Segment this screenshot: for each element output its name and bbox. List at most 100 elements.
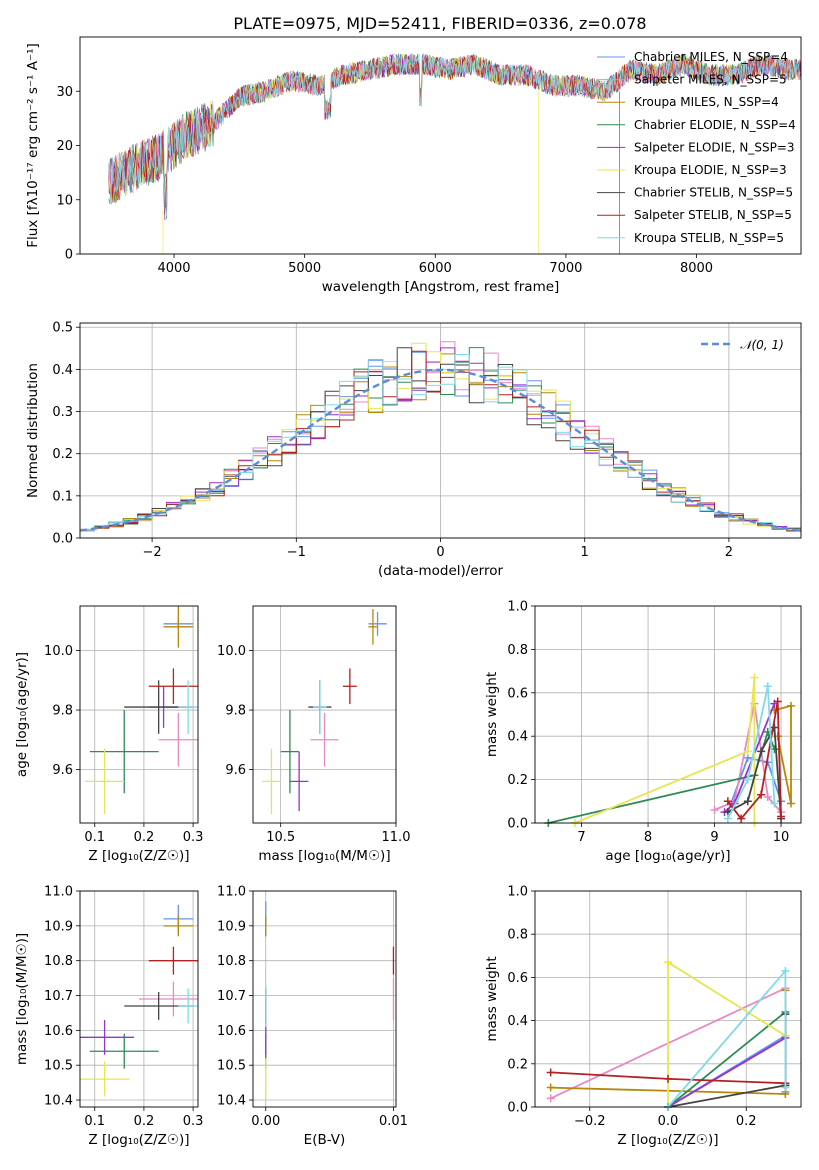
- y-tick-label: 0.4: [507, 730, 528, 745]
- x-tick-label: 1: [581, 545, 589, 560]
- y-tick-label: 0.0: [507, 1101, 528, 1116]
- axes-frame: [79, 322, 802, 539]
- y-axis-label: age [log₁₀(age/yr)]: [14, 652, 30, 777]
- weight-marker-1: [763, 792, 772, 801]
- weight-marker-8: [723, 814, 732, 823]
- x-tick-label: 0.3: [183, 830, 204, 845]
- x-tick-label: 0.01: [379, 1114, 408, 1129]
- x-tick-label: 0: [436, 545, 444, 560]
- x-tick-label: 11.0: [382, 830, 411, 845]
- y-tick-label: 0.3: [52, 405, 73, 420]
- legend-entry: Salpeter STELIB, N_SSP=5: [634, 208, 792, 222]
- x-axis-label: E(B-V): [304, 1132, 346, 1148]
- y-tick-label: 20: [56, 139, 73, 154]
- x-tick-label: 10.5: [266, 830, 295, 845]
- y-tick-label: 0.5: [52, 321, 73, 336]
- weight-marker-8: [763, 682, 772, 691]
- y-axis-label: Flux [fλ10⁻¹⁷ erg cm⁻² s⁻¹ A⁻¹]: [25, 43, 41, 248]
- weight-marker-1: [710, 805, 719, 814]
- y-tick-label: 0.4: [52, 363, 73, 378]
- y-tick-label: 9.6: [52, 763, 73, 778]
- x-tick-label: 7: [577, 830, 585, 845]
- x-axis-label: age [log₁₀(age/yr)]: [605, 848, 730, 864]
- x-axis-label: mass [log₁₀(M/M☉)]: [258, 848, 390, 864]
- x-tick-label: 2: [725, 545, 733, 560]
- weight-marker-6: [757, 747, 766, 756]
- x-tick-label: −1: [287, 545, 306, 560]
- y-tick-label: 0.6: [507, 971, 528, 986]
- weight-marker-5: [664, 958, 672, 967]
- weight-marker-7: [777, 812, 786, 821]
- age-vs-mass-panel: 10.5 11.0 9.6 9.8 10.0 mass [log₁₀(M/M☉)]: [217, 605, 411, 864]
- x-tick-label: 8: [644, 830, 652, 845]
- x-axis-label: Z [log₁₀(Z/Z☉)]: [88, 848, 189, 864]
- y-tick-label: 0.1: [52, 489, 73, 504]
- legend-entry: 𝒩(0, 1): [740, 338, 784, 352]
- spectrum-title: PLATE=0975, MJD=52411, FIBERID=0336, z=0…: [233, 14, 646, 33]
- x-tick-label: 8000: [680, 261, 713, 276]
- x-tick-label: −0.2: [574, 1114, 606, 1129]
- legend-entry: Chabrier ELODIE, N_SSP=4: [634, 118, 796, 132]
- legend-entry: Kroupa MILES, N_SSP=4: [634, 95, 779, 109]
- weight-marker-2: [787, 701, 796, 710]
- weight-vs-age-panel: 7 8 9 10 0.0 0.2 0.4 0.6 0.8 1.0 age [log₁₀(age/yr…: [484, 600, 802, 864]
- y-tick-label: 10.9: [44, 919, 73, 934]
- series-group: [544, 673, 796, 827]
- legend-entry: Chabrier STELIB, N_SSP=5: [634, 186, 793, 200]
- legend-entry: Kroupa STELIB, N_SSP=5: [634, 231, 784, 245]
- y-tick-label: 0.6: [507, 686, 528, 701]
- x-tick-label: 0.1: [84, 1114, 105, 1129]
- weight-marker-8: [781, 1083, 790, 1092]
- errorbar-group: [262, 608, 387, 815]
- x-tick-label: 0.00: [251, 1114, 280, 1129]
- residual-histogram-panel: −2 −1 0 1 2 0.0 0.1 0.2 0.3 0.4 0.5 (data-model)/er…: [25, 321, 802, 579]
- weight-marker-5: [750, 673, 759, 682]
- y-tick-label: 0.0: [507, 817, 528, 832]
- histogram-series-8: [80, 354, 801, 532]
- x-axis-label: Z [log₁₀(Z/Z☉)]: [88, 1132, 189, 1148]
- y-tick-label: 10.4: [44, 1094, 73, 1109]
- histogram-series-5: [80, 342, 801, 530]
- weight-marker-7: [546, 1068, 555, 1077]
- weight-series-2: [774, 704, 792, 804]
- y-tick-label: 0.2: [507, 773, 528, 788]
- spectrum-panel: 4000 5000 6000 7000 8000 0 10 20 30 wavelength [A…: [25, 36, 802, 295]
- y-tick-label: 10.5: [44, 1059, 73, 1074]
- axes-frame: [252, 605, 397, 824]
- y-tick-label: 1.0: [507, 600, 528, 615]
- errorbar-group: [80, 904, 198, 1097]
- weight-series-4: [667, 1037, 786, 1108]
- x-tick-label: 4000: [157, 261, 190, 276]
- y-axis-label: mass weight: [484, 672, 500, 757]
- weight-marker-1: [546, 1094, 555, 1103]
- y-tick-label: 0.8: [507, 643, 528, 658]
- y-tick-label: 9.6: [225, 763, 246, 778]
- y-tick-label: 30: [56, 85, 73, 100]
- axes-frame: [79, 605, 199, 824]
- y-tick-label: 11.0: [217, 885, 246, 900]
- weight-marker-7: [737, 814, 746, 823]
- x-tick-label: 5000: [288, 261, 321, 276]
- x-tick-label: 0.3: [183, 1114, 204, 1129]
- x-tick-label: 0.2: [134, 1114, 155, 1129]
- mass-vs-metallicity-panel: 0.1 0.2 0.3 10.4 10.5 10.6 10.7 10.8 10.9 11.0 Z […: [14, 885, 204, 1149]
- y-axis-label: mass [log₁₀(M/M☉)]: [14, 933, 30, 1065]
- axes-frame: [79, 36, 802, 255]
- x-tick-label: 7000: [549, 261, 582, 276]
- x-axis-label: Z [log₁₀(Z/Z☉)]: [617, 1132, 718, 1148]
- errorbar-group: [84, 606, 198, 815]
- axes-frame: [534, 605, 802, 824]
- weight-series-8: [667, 968, 787, 1108]
- y-tick-label: 11.0: [44, 885, 73, 900]
- y-tick-label: 10: [56, 193, 73, 208]
- series-group: [546, 958, 790, 1111]
- weight-marker-7: [773, 697, 782, 706]
- spectrum-lines: [108, 53, 801, 254]
- y-tick-label: 10.7: [44, 989, 73, 1004]
- y-tick-label: 10.7: [217, 989, 246, 1004]
- axes-frame: [79, 890, 199, 1108]
- y-tick-label: 10.0: [217, 644, 246, 659]
- y-tick-label: 10.5: [217, 1059, 246, 1074]
- weight-marker-2: [787, 799, 796, 808]
- y-tick-label: 9.8: [225, 704, 246, 719]
